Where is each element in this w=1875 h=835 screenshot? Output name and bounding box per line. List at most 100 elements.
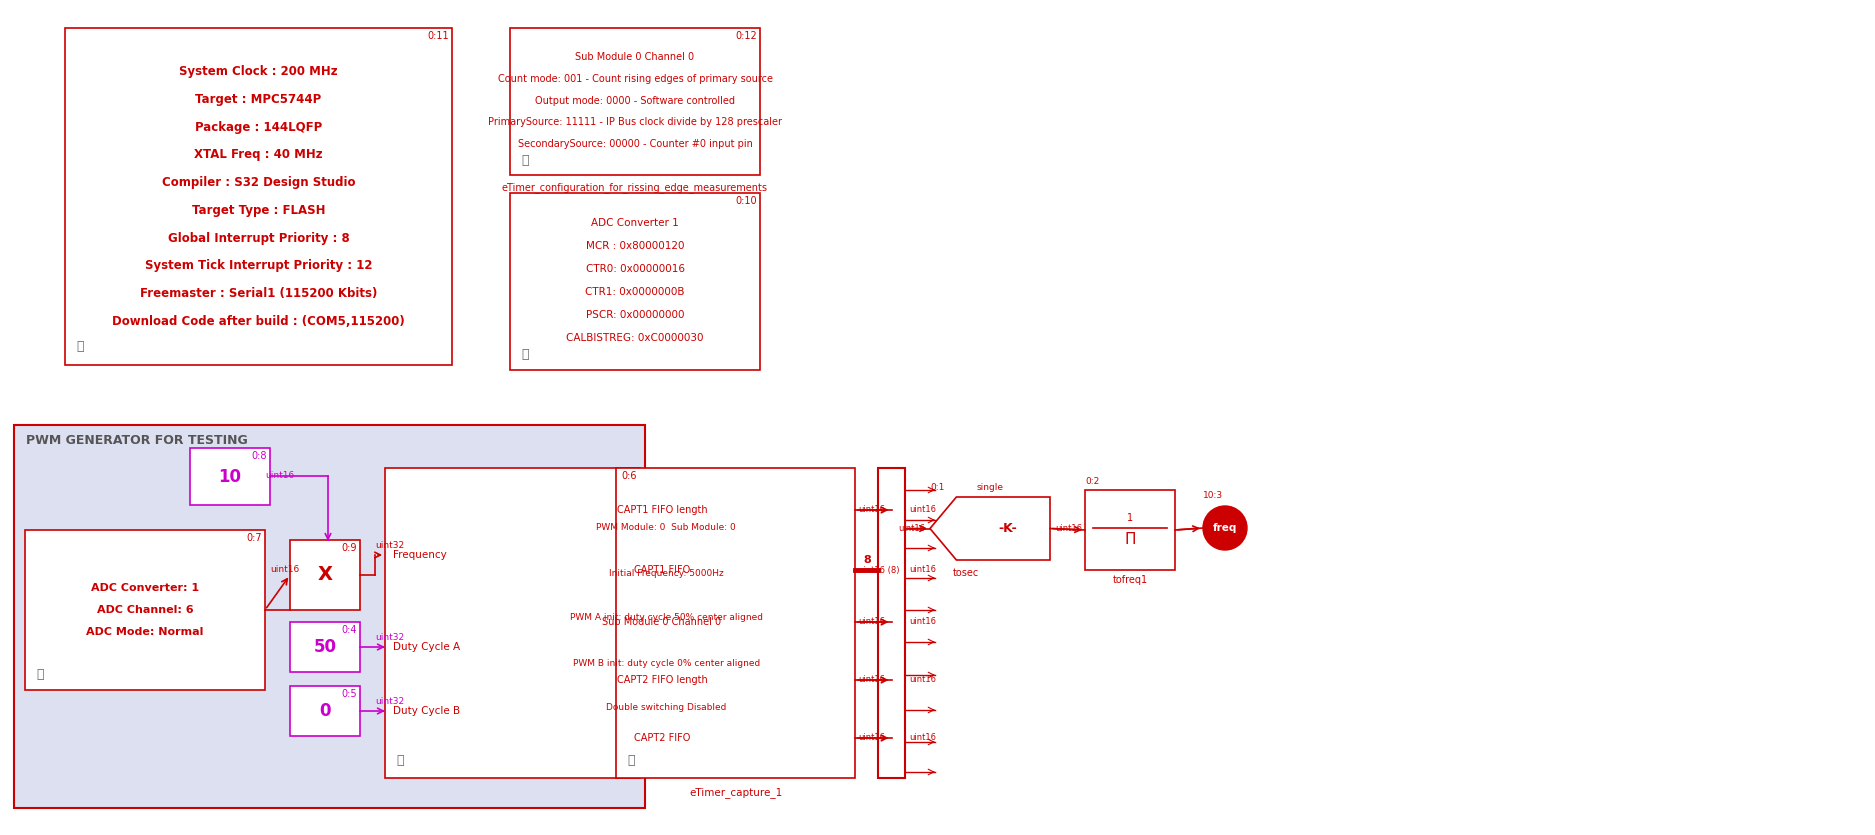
Text: 0:1: 0:1 (930, 483, 945, 492)
Text: PWM B init: duty cycle 0% center aligned: PWM B init: duty cycle 0% center aligned (572, 659, 759, 667)
Text: uint16: uint16 (859, 505, 885, 514)
Bar (617, 468, 855, 778)
Text: MCR : 0x80000120: MCR : 0x80000120 (585, 240, 684, 250)
Bar (1086, 490, 1176, 570)
Text: CAPT1 FIFO length: CAPT1 FIFO length (617, 505, 707, 515)
Text: ⛓: ⛓ (77, 341, 84, 353)
Text: 0:5: 0:5 (341, 689, 356, 699)
Text: ⛓: ⛓ (36, 669, 43, 681)
Text: Sub Module 0 Channel 0: Sub Module 0 Channel 0 (602, 617, 722, 627)
Text: Target : MPC5744P: Target : MPC5744P (195, 93, 322, 106)
Text: 0:8: 0:8 (251, 451, 266, 461)
Text: uint16: uint16 (859, 676, 885, 685)
Text: Output mode: 0000 - Software controlled: Output mode: 0000 - Software controlled (534, 95, 735, 105)
Bar (878, 468, 906, 778)
Bar (24, 530, 264, 690)
Bar (510, 28, 759, 175)
Text: ADC Converter 1: ADC Converter 1 (591, 218, 679, 228)
Text: Global Interrupt Priority : 8: Global Interrupt Priority : 8 (167, 231, 349, 245)
Text: 0:7: 0:7 (246, 533, 262, 543)
Text: uint16: uint16 (1056, 524, 1082, 533)
Text: Π: Π (1125, 533, 1136, 548)
Text: 0: 0 (319, 702, 330, 720)
Bar (189, 448, 270, 505)
Text: uint16: uint16 (909, 565, 936, 574)
Text: uint16: uint16 (270, 565, 300, 574)
Text: 0:4: 0:4 (341, 625, 356, 635)
Text: ADC Mode: Normal: ADC Mode: Normal (86, 627, 204, 637)
Text: Count mode: 001 - Count rising edges of primary source: Count mode: 001 - Count rising edges of … (497, 73, 772, 84)
Text: 0:9: 0:9 (341, 543, 356, 553)
Text: uint16: uint16 (859, 618, 885, 626)
Text: uint32: uint32 (375, 697, 405, 706)
Text: CAPT1 FIFO: CAPT1 FIFO (634, 565, 690, 575)
Text: 0:2: 0:2 (1086, 477, 1099, 486)
Text: uint16: uint16 (909, 505, 936, 514)
Text: ⛓: ⛓ (521, 154, 529, 166)
Text: SecondarySource: 00000 - Counter #0 input pin: SecondarySource: 00000 - Counter #0 inpu… (518, 139, 752, 149)
Text: CTR1: 0x0000000B: CTR1: 0x0000000B (585, 287, 684, 297)
Text: CALBISTREG: 0xC0000030: CALBISTREG: 0xC0000030 (566, 333, 703, 343)
Bar (66, 28, 452, 365)
Text: uint16: uint16 (266, 472, 294, 480)
Text: uint16 (8): uint16 (8) (859, 565, 900, 574)
Text: CAPT2 FIFO: CAPT2 FIFO (634, 733, 690, 743)
Text: uint32: uint32 (375, 540, 405, 549)
Bar (291, 540, 360, 610)
Text: ⛓: ⛓ (628, 753, 636, 767)
Text: PrimarySource: 11111 - IP Bus clock divide by 128 prescaler: PrimarySource: 11111 - IP Bus clock divi… (488, 117, 782, 127)
Text: PSCR: 0x00000000: PSCR: 0x00000000 (585, 311, 684, 321)
Text: 0:6: 0:6 (621, 471, 638, 481)
Text: uint16: uint16 (909, 733, 936, 742)
Text: Freemaster : Serial1 (115200 Kbits): Freemaster : Serial1 (115200 Kbits) (141, 287, 377, 300)
Text: System Tick Interrupt Priority : 12: System Tick Interrupt Priority : 12 (144, 259, 373, 272)
Text: 8: 8 (862, 555, 870, 565)
Text: PWM A init: duty cycle 50% center aligned: PWM A init: duty cycle 50% center aligne… (570, 614, 763, 623)
Text: uint16: uint16 (898, 524, 924, 533)
Text: uint16: uint16 (859, 733, 885, 742)
Text: ⛓: ⛓ (521, 348, 529, 362)
Text: Download Code after build : (COM5,115200): Download Code after build : (COM5,115200… (112, 315, 405, 327)
Text: 1: 1 (1127, 513, 1132, 523)
Bar (291, 686, 360, 736)
Bar (384, 468, 639, 778)
Text: System Clock : 200 MHz: System Clock : 200 MHz (180, 65, 338, 78)
Text: Duty Cycle B: Duty Cycle B (394, 706, 459, 716)
Text: Target Type : FLASH: Target Type : FLASH (191, 204, 324, 217)
Polygon shape (930, 497, 1050, 560)
Text: X: X (317, 565, 332, 584)
Text: eTimer_configuration_for_rissing_edge_measurements: eTimer_configuration_for_rissing_edge_me… (503, 183, 769, 194)
Text: CAPT2 FIFO length: CAPT2 FIFO length (617, 675, 707, 685)
Text: uint32: uint32 (375, 634, 405, 642)
Text: Sub Module 0 Channel 0: Sub Module 0 Channel 0 (576, 52, 694, 62)
Text: tosec: tosec (952, 568, 979, 578)
Text: XTAL Freq : 40 MHz: XTAL Freq : 40 MHz (195, 149, 322, 161)
Text: single: single (977, 483, 1003, 492)
Text: Duty Cycle A: Duty Cycle A (394, 642, 459, 652)
Text: eTimer_capture_1: eTimer_capture_1 (688, 787, 782, 798)
Circle shape (1204, 506, 1247, 550)
Text: PWM Module: 0  Sub Module: 0: PWM Module: 0 Sub Module: 0 (596, 524, 737, 533)
Text: 10:3: 10:3 (1204, 491, 1222, 500)
Bar (13, 425, 645, 808)
Text: 0:12: 0:12 (735, 31, 758, 41)
Text: Initial Frequency: 5000Hz: Initial Frequency: 5000Hz (609, 569, 724, 578)
Text: ADC Converter: 1: ADC Converter: 1 (90, 583, 199, 593)
Text: freq: freq (1213, 523, 1238, 533)
Bar (510, 193, 759, 370)
Text: ADC Channel: 6: ADC Channel: 6 (98, 605, 193, 615)
Text: 0:10: 0:10 (735, 196, 758, 206)
Text: uint16: uint16 (909, 618, 936, 626)
Bar (291, 622, 360, 672)
Text: Frequency: Frequency (394, 550, 446, 560)
Text: Double switching Disabled: Double switching Disabled (606, 704, 726, 712)
Text: 0:11: 0:11 (428, 31, 448, 41)
Text: 50: 50 (313, 638, 336, 656)
Text: -K-: -K- (999, 522, 1018, 535)
Text: PWM GENERATOR FOR TESTING: PWM GENERATOR FOR TESTING (26, 434, 248, 448)
Text: Package : 144LQFP: Package : 144LQFP (195, 121, 322, 134)
Text: tofreq1: tofreq1 (1112, 575, 1148, 585)
Text: uint16: uint16 (909, 676, 936, 685)
Text: 10: 10 (219, 468, 242, 485)
Text: ⛓: ⛓ (396, 753, 403, 767)
